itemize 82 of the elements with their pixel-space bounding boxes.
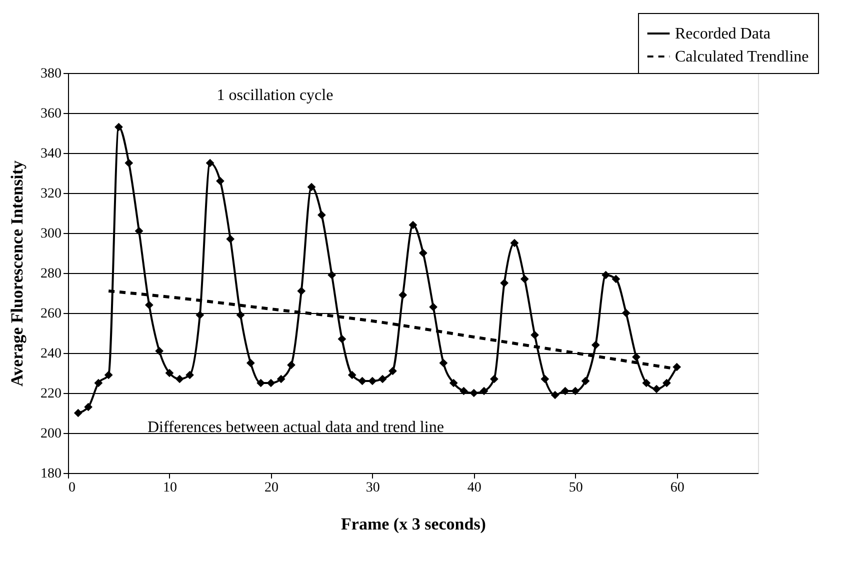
point [652, 384, 661, 394]
point [368, 376, 377, 386]
point [561, 386, 570, 396]
point [297, 286, 306, 296]
point [216, 176, 224, 186]
point [94, 378, 103, 388]
point [612, 274, 620, 284]
point [226, 234, 235, 244]
point [460, 386, 468, 396]
point [490, 374, 498, 384]
y-tick-label: 220 [40, 386, 62, 402]
point [236, 310, 245, 320]
legend-label: Calculated Trendline [675, 48, 809, 66]
point [84, 402, 92, 412]
point [287, 360, 296, 370]
point [662, 378, 671, 388]
legend-label: Recorded Data [675, 26, 771, 42]
point [388, 366, 397, 376]
point [500, 278, 509, 288]
point [418, 248, 428, 258]
y-tick-label: 300 [40, 226, 62, 242]
y-tick-label: 380 [40, 66, 62, 82]
point [144, 300, 154, 310]
point [124, 158, 134, 168]
point [246, 358, 255, 368]
point [155, 346, 164, 356]
point [134, 226, 144, 236]
annotation: Differences between actual data and trend line [147, 419, 444, 436]
point [338, 334, 346, 344]
point [622, 308, 630, 318]
x-tick-label: 50 [568, 480, 583, 496]
y-tick-label: 320 [40, 186, 62, 202]
point [550, 390, 560, 400]
point [540, 374, 550, 384]
point [206, 158, 214, 168]
point [510, 238, 519, 248]
point [104, 370, 113, 380]
y-tick-label: 240 [40, 346, 62, 362]
point [378, 374, 387, 384]
x-tick-label: 30 [366, 480, 380, 496]
point [449, 378, 458, 388]
annotation: 1 oscillation cycle [216, 87, 334, 104]
point [74, 408, 82, 418]
point [408, 220, 418, 230]
point [480, 386, 488, 396]
x-tick-label: 0 [68, 480, 76, 496]
point [175, 374, 184, 384]
y-tick-label: 340 [40, 146, 62, 162]
point [358, 376, 366, 386]
point [642, 378, 651, 388]
y-tick-label: 360 [40, 106, 62, 122]
x-axis-title: Frame (x 3 seconds) [341, 514, 486, 534]
y-axis-title: Average Fluorescence Intensity [8, 160, 26, 386]
point [632, 352, 640, 362]
point [571, 386, 580, 396]
point [581, 376, 590, 386]
y-tick-label: 180 [40, 466, 62, 482]
point [276, 374, 286, 384]
point [266, 378, 276, 388]
y-tick-label: 260 [40, 306, 62, 322]
point [328, 270, 336, 280]
y-tick-label: 200 [40, 426, 62, 442]
point [256, 378, 265, 388]
point [429, 302, 438, 312]
point [439, 358, 448, 368]
x-tick-label: 60 [670, 480, 684, 496]
point [186, 370, 194, 380]
point [196, 310, 204, 320]
x-tick-label: 20 [264, 480, 278, 496]
x-tick-label: 10 [162, 480, 177, 496]
point [398, 290, 408, 300]
y-tick-label: 280 [40, 266, 62, 282]
point [114, 122, 123, 132]
x-tick-label: 40 [467, 480, 482, 496]
point [520, 274, 529, 284]
point [591, 340, 600, 350]
point [602, 270, 610, 280]
point [348, 370, 356, 380]
point [165, 368, 174, 378]
point [307, 182, 316, 192]
point [317, 210, 326, 220]
point [530, 330, 539, 340]
